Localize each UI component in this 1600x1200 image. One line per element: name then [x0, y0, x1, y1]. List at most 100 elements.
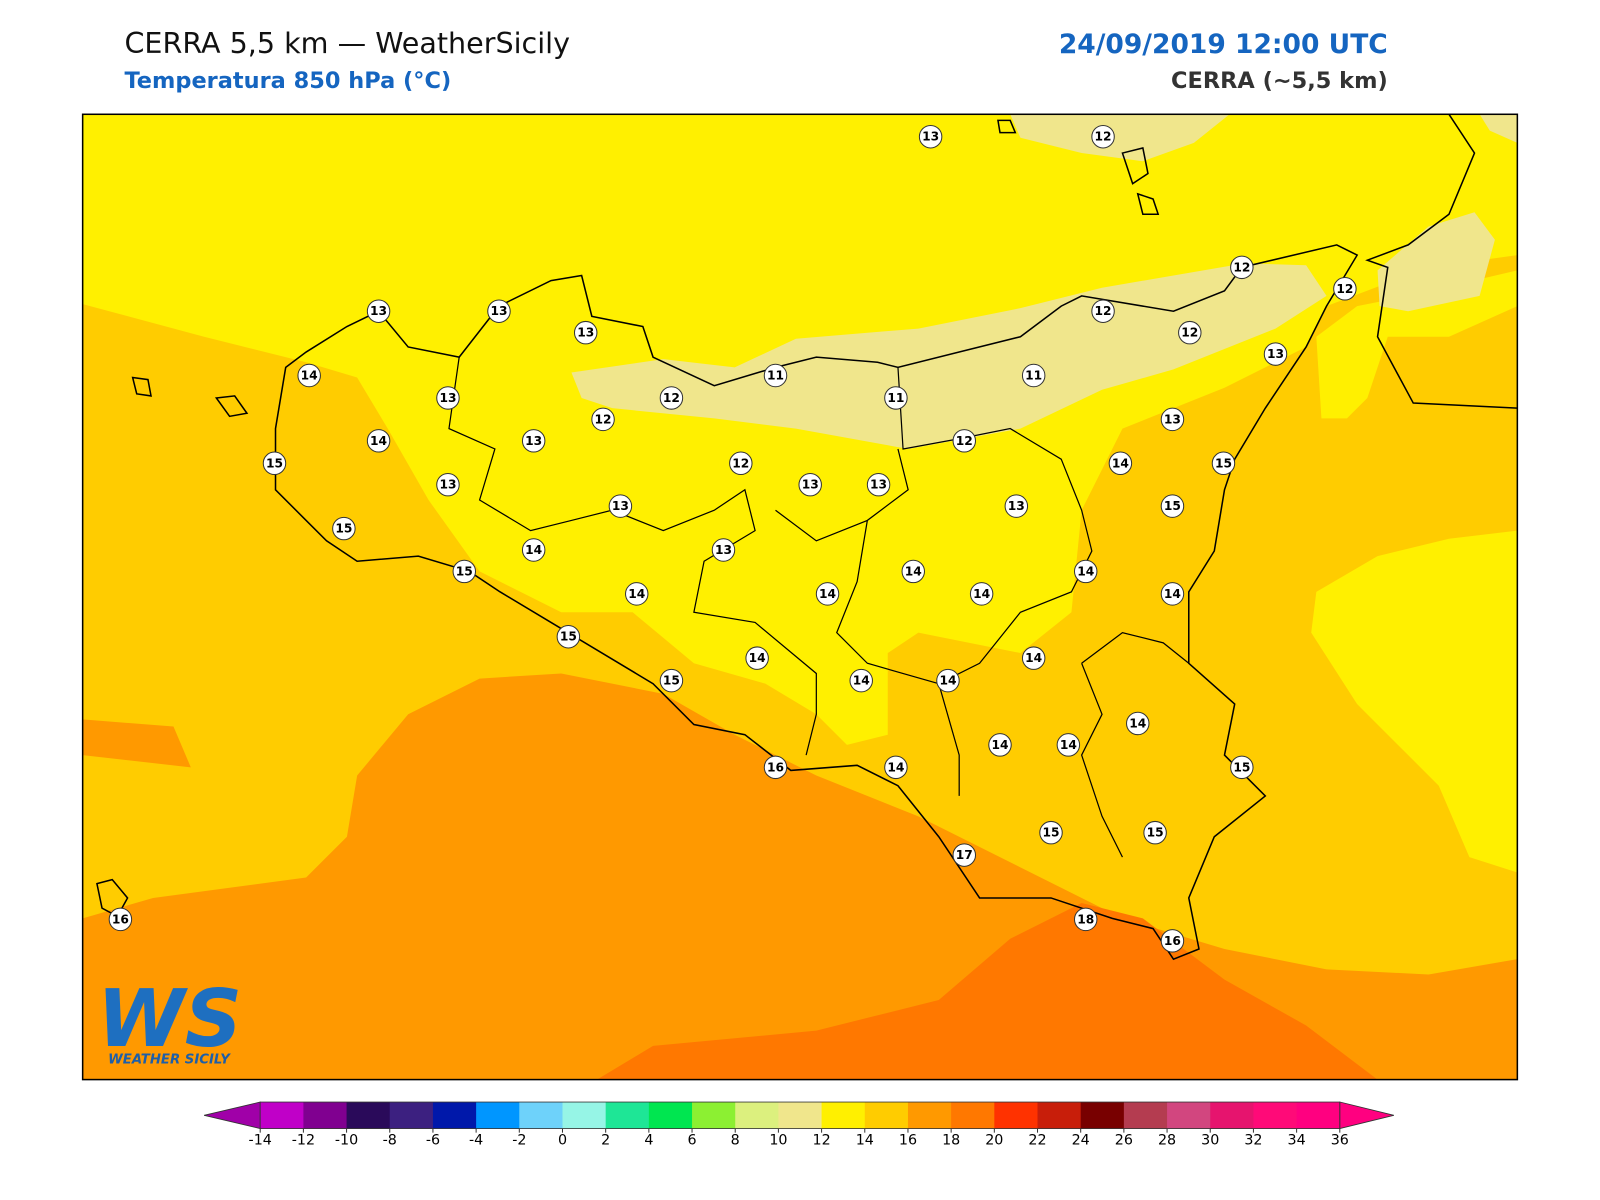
station: 12 [952, 429, 977, 453]
station: 14 [745, 646, 769, 670]
station-marker [1073, 559, 1098, 584]
station: 13 [798, 472, 822, 497]
station: 15 [1230, 755, 1254, 780]
station: 15 [262, 451, 287, 475]
station-value: 14 [1164, 587, 1181, 601]
station-value: 13 [612, 499, 629, 513]
map-frame [81, 113, 1519, 1081]
station-value: 14 [749, 651, 766, 665]
station: 15 [556, 625, 581, 649]
station: 18 [1073, 907, 1098, 932]
station-marker [936, 668, 960, 693]
colorbar-tick-label: 34 [1288, 1132, 1306, 1148]
station-value: 15 [335, 522, 352, 536]
station-marker [573, 320, 598, 345]
station-marker [918, 125, 943, 149]
station-marker [591, 407, 615, 432]
colorbar-segment [1123, 1102, 1168, 1129]
station-value: 12 [732, 456, 749, 470]
station-marker [798, 472, 822, 497]
station-value: 14 [1077, 564, 1094, 578]
station-marker [884, 755, 908, 780]
station-marker [366, 299, 391, 323]
station: 13 [1160, 407, 1185, 432]
station-marker [729, 451, 753, 475]
colorbar-segment [432, 1102, 477, 1129]
station: 14 [1108, 451, 1133, 475]
colorbar-segment [864, 1102, 909, 1129]
station-value: 14 [1129, 716, 1146, 730]
station-value: 12 [1181, 326, 1198, 340]
colorbar-segment [260, 1102, 304, 1129]
station-value: 13 [1164, 412, 1181, 426]
colorbar-tick-label: -12 [292, 1132, 315, 1148]
station-marker [332, 516, 356, 541]
station-marker [625, 582, 649, 606]
station: 12 [1333, 277, 1357, 301]
station: 15 [659, 668, 684, 693]
station: 16 [108, 907, 133, 932]
station: 13 [1004, 494, 1029, 518]
station-value: 14 [1060, 738, 1077, 752]
colorbar-segment [605, 1102, 650, 1129]
station-value: 13 [1008, 499, 1025, 513]
station: 12 [1091, 299, 1115, 323]
station-value: 14 [887, 760, 904, 774]
colorbar-segment [519, 1102, 563, 1129]
station-marker [556, 625, 581, 649]
station: 13 [1263, 342, 1288, 366]
colorbar-segment [1080, 1102, 1125, 1129]
colorbar-tick-label: 28 [1158, 1132, 1176, 1148]
colorbar-tick-label: -6 [426, 1132, 440, 1148]
station-value: 15 [1164, 499, 1181, 513]
colorbar-tick-label: 8 [731, 1132, 740, 1148]
station-value: 15 [1215, 456, 1232, 470]
station-value: 16 [112, 912, 129, 926]
station: 13 [487, 299, 511, 323]
station-marker [108, 907, 133, 932]
station: 11 [884, 386, 908, 410]
field-10-12 [1377, 212, 1495, 312]
colorbar-segment [476, 1102, 520, 1129]
station-value: 13 [922, 130, 939, 144]
colorbar-tick-label: 18 [942, 1132, 960, 1148]
colorbar-segment [907, 1102, 952, 1129]
station: 13 [366, 299, 391, 323]
station-value: 14 [991, 738, 1008, 752]
datetime: 24/09/2019 12:00 UTC [1059, 29, 1388, 60]
station: 13 [436, 386, 460, 410]
station: 12 [591, 407, 615, 432]
colorbar-tick-label: 0 [558, 1132, 567, 1148]
colorbar-tick-label: 24 [1072, 1132, 1090, 1148]
station: 13 [918, 125, 943, 149]
station-value: 14 [1112, 456, 1129, 470]
colorbar-segment [1296, 1102, 1341, 1129]
colorbar-segment [735, 1102, 779, 1129]
station-marker [952, 843, 977, 867]
station-value: 12 [595, 412, 612, 426]
station-value: 15 [1233, 760, 1250, 774]
station: 17 [952, 843, 977, 867]
station-marker [1143, 820, 1167, 845]
station-marker [1108, 451, 1133, 475]
map: 13 12 13 13 13 12 12 12 12 13 14 11 11 13 12 11 12 13 14 13… [82, 114, 1518, 1080]
station-value: 15 [663, 674, 680, 688]
station-marker [1160, 494, 1185, 518]
station-marker [436, 386, 460, 410]
colorbar-tick-label: 26 [1115, 1132, 1133, 1148]
station-marker [1073, 907, 1098, 932]
station: 16 [763, 755, 788, 780]
station-value: 14 [819, 587, 836, 601]
station-marker [608, 494, 633, 518]
colorbar-segment [346, 1102, 391, 1129]
station-value: 14 [301, 369, 318, 383]
station-value: 14 [939, 674, 956, 688]
station-value: 12 [956, 434, 973, 448]
station: 12 [1178, 320, 1202, 345]
station-value: 14 [525, 543, 542, 557]
station: 14 [849, 668, 873, 693]
colorbar-tick-label: -2 [512, 1132, 526, 1148]
station: 15 [1143, 820, 1167, 845]
station-value: 14 [370, 434, 387, 448]
